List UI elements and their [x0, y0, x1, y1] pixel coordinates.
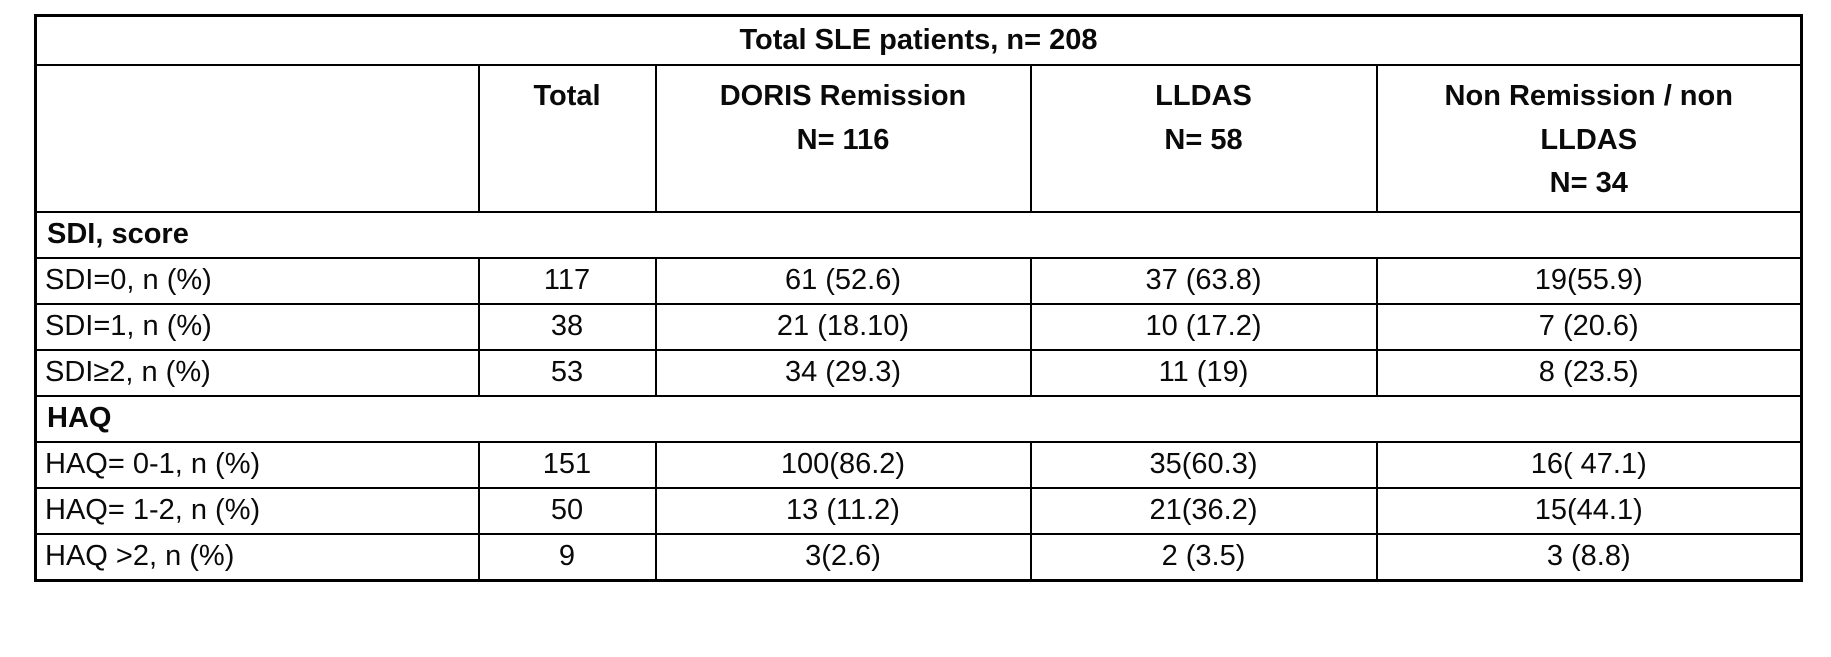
data-cell-total: 117 — [477, 256, 657, 305]
data-cell-doris: 13 (11.2) — [654, 486, 1032, 535]
sle-patients-table: Total SLE patients, n= 208 Total DORIS R… — [34, 14, 1803, 582]
row-label: HAQ= 1-2, n (%) — [34, 486, 480, 535]
section-row-sdi: SDI, score — [34, 210, 1803, 259]
data-cell-nonremission: 15(44.1) — [1375, 486, 1803, 535]
column-header-n: N= 58 — [1164, 123, 1243, 156]
column-header-row: Total DORIS Remission N= 116 LLDAS N= 58… — [34, 64, 1803, 213]
data-cell-lldas: 21(36.2) — [1029, 486, 1378, 535]
column-header-label: Non Remission / non — [1444, 80, 1733, 112]
data-cell-total: 9 — [477, 532, 657, 581]
data-cell-nonremission: 7 (20.6) — [1375, 302, 1803, 351]
table-row-sdi-0: SDI=0, n (%) 117 61 (52.6) 37 (63.8) 19(… — [34, 256, 1803, 305]
data-cell-lldas: 10 (17.2) — [1029, 302, 1378, 351]
data-cell-doris: 61 (52.6) — [654, 256, 1032, 305]
column-header-non-remission: Non Remission / non LLDAS N= 34 — [1375, 64, 1803, 213]
column-header-label: LLDAS — [1155, 80, 1252, 112]
data-cell-total: 53 — [477, 348, 657, 397]
data-cell-nonremission: 8 (23.5) — [1375, 348, 1803, 397]
table-row-haq-gt2: HAQ >2, n (%) 9 3(2.6) 2 (3.5) 3 (8.8) — [34, 532, 1803, 581]
section-header-sdi-score: SDI, score — [34, 210, 1803, 259]
table-row-sdi-1: SDI=1, n (%) 38 21 (18.10) 10 (17.2) 7 (… — [34, 302, 1803, 351]
data-cell-doris: 100(86.2) — [654, 440, 1032, 489]
page: Total SLE patients, n= 208 Total DORIS R… — [34, 14, 1803, 582]
row-label: SDI=1, n (%) — [34, 302, 480, 351]
column-header-n: N= 116 — [796, 123, 890, 156]
data-cell-lldas: 37 (63.8) — [1029, 256, 1378, 305]
row-label: HAQ= 0-1, n (%) — [34, 440, 480, 489]
column-header-total: Total — [477, 64, 657, 213]
data-cell-lldas: 2 (3.5) — [1029, 532, 1378, 581]
data-cell-doris: 34 (29.3) — [654, 348, 1032, 397]
column-header-n: N= 34 — [1549, 167, 1628, 199]
column-header-label: DORIS Remission — [719, 80, 967, 112]
section-row-haq: HAQ — [34, 394, 1803, 443]
table-row-haq-1-2: HAQ= 1-2, n (%) 50 13 (11.2) 21(36.2) 15… — [34, 486, 1803, 535]
table-title-row: Total SLE patients, n= 208 — [34, 14, 1803, 66]
data-cell-total: 38 — [477, 302, 657, 351]
data-cell-nonremission: 16( 47.1) — [1375, 440, 1803, 489]
data-cell-doris: 3(2.6) — [654, 532, 1032, 581]
data-cell-nonremission: 3 (8.8) — [1375, 532, 1803, 581]
data-cell-total: 151 — [477, 440, 657, 489]
column-header-lldas: LLDAS N= 58 — [1029, 64, 1378, 213]
row-label: SDI=0, n (%) — [34, 256, 480, 305]
column-header-empty — [34, 64, 480, 213]
table-row-sdi-ge2: SDI≥2, n (%) 53 34 (29.3) 11 (19) 8 (23.… — [34, 348, 1803, 397]
column-header-doris-remission: DORIS Remission N= 116 — [654, 64, 1032, 213]
data-cell-total: 50 — [477, 486, 657, 535]
row-label: SDI≥2, n (%) — [34, 348, 480, 397]
data-cell-lldas: 11 (19) — [1029, 348, 1378, 397]
data-cell-nonremission: 19(55.9) — [1375, 256, 1803, 305]
table-title: Total SLE patients, n= 208 — [34, 14, 1803, 66]
row-label: HAQ >2, n (%) — [34, 532, 480, 581]
table-row-haq-0-1: HAQ= 0-1, n (%) 151 100(86.2) 35(60.3) 1… — [34, 440, 1803, 489]
section-header-haq: HAQ — [34, 394, 1803, 443]
column-header-label: Total — [533, 80, 601, 112]
data-cell-lldas: 35(60.3) — [1029, 440, 1378, 489]
data-cell-doris: 21 (18.10) — [654, 302, 1032, 351]
column-header-label: LLDAS — [1540, 123, 1638, 156]
